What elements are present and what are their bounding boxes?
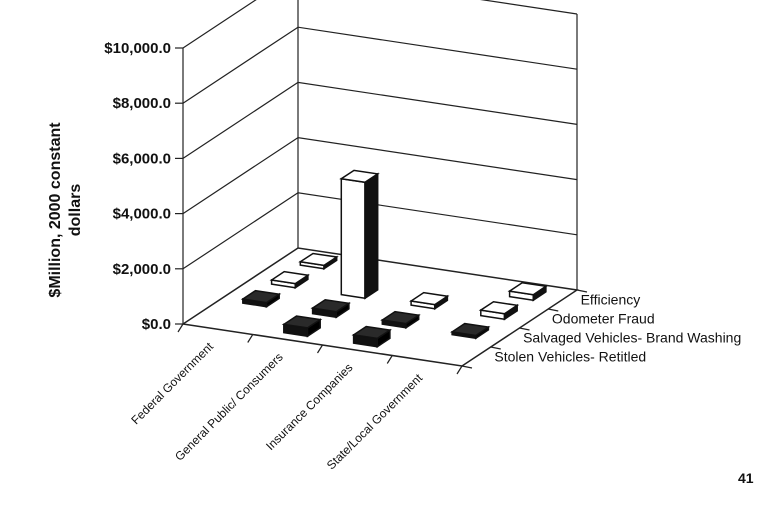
bar	[380, 310, 421, 330]
y-tick-label: $8,000.0	[113, 95, 171, 112]
bar	[351, 325, 392, 349]
bar	[310, 299, 351, 319]
x-tick-mark	[247, 334, 254, 343]
bar-top-face	[380, 310, 421, 325]
bar	[450, 322, 491, 340]
bar-top-face	[310, 299, 351, 313]
category-label: Federal Government	[128, 339, 216, 427]
gridline	[182, 0, 578, 49]
series-label: Stolen Vehicles- Retitled	[494, 349, 646, 365]
bar	[409, 291, 450, 311]
series-label: Odometer Fraud	[552, 311, 655, 327]
bar-side-face	[364, 172, 379, 300]
bar	[298, 252, 339, 271]
series-label: Efficiency	[581, 292, 641, 308]
bar	[339, 169, 380, 300]
gridline	[182, 192, 578, 270]
gridline	[182, 81, 578, 159]
bar-top-face	[269, 270, 310, 285]
bar-top-face	[507, 282, 548, 296]
bar-top-face	[240, 289, 282, 304]
gridline	[182, 26, 578, 104]
y-tick-label: $2,000.0	[113, 261, 171, 278]
y-tick-label: $0.0	[142, 316, 171, 333]
y-tick-label: $4,000.0	[113, 206, 171, 223]
bar	[507, 282, 548, 302]
z-tick-mark	[490, 346, 501, 350]
series-label: Salvaged Vehicles- Brand Washing	[523, 330, 741, 346]
bar-top-face	[298, 252, 339, 267]
chart-labels: $0.0 $2,000.0 $4,000.0 $6,000.0 $8,000.0 $10,…	[104, 40, 741, 472]
x-tick-mark	[177, 323, 184, 333]
page-number: 41	[738, 470, 754, 486]
bar-front-face	[340, 177, 366, 300]
bar-top-face	[478, 301, 520, 315]
y-tick-label: $6,000.0	[113, 150, 171, 167]
bar-top-face	[339, 169, 380, 184]
chart-bars	[240, 169, 548, 349]
y-axis-label-line2: dollars	[67, 184, 84, 237]
z-tick-mark	[548, 308, 559, 312]
y-tick-label: $10,000.0	[104, 40, 171, 57]
chart-walls	[175, 0, 578, 325]
x-tick-mark	[316, 344, 324, 354]
bar-top-face	[409, 291, 450, 306]
y-axis-label-line1: $Million, 2000 constant	[47, 122, 64, 298]
bar	[478, 301, 520, 321]
category-label: Insurance Companies	[263, 361, 355, 453]
z-tick-mark	[576, 289, 588, 293]
x-tick-mark	[386, 355, 393, 364]
bar-top-face	[450, 322, 491, 337]
bar	[240, 289, 282, 309]
bar-top-face	[351, 325, 392, 340]
bar	[281, 315, 323, 338]
z-tick-mark	[519, 327, 530, 331]
bar	[269, 270, 310, 290]
z-tick-mark	[461, 365, 473, 369]
x-tick-mark	[456, 365, 463, 375]
bar-top-face	[281, 315, 323, 329]
gridline	[182, 136, 578, 215]
